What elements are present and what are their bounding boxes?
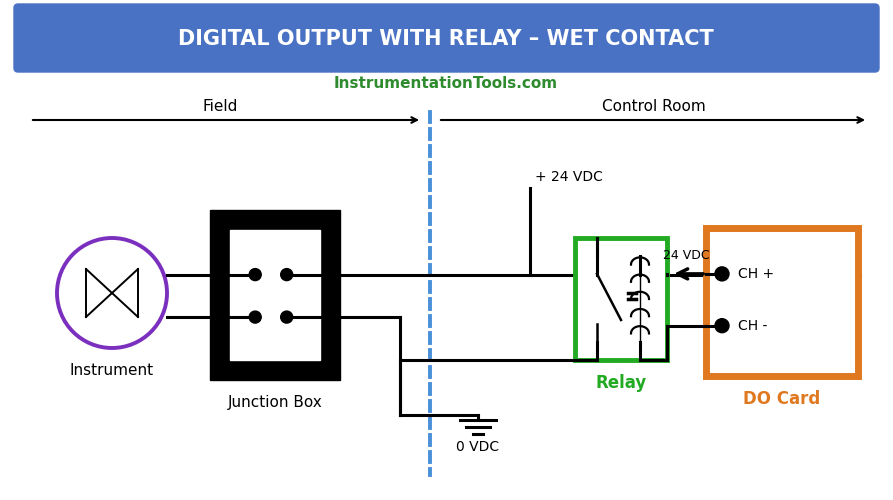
Text: Junction Box: Junction Box <box>228 395 322 410</box>
Circle shape <box>280 268 293 280</box>
Text: Field: Field <box>203 99 238 114</box>
Text: 24 VDC: 24 VDC <box>663 249 710 262</box>
Circle shape <box>715 267 729 281</box>
Text: DO Card: DO Card <box>743 390 821 408</box>
Circle shape <box>715 318 729 332</box>
Text: InstrumentationTools.com: InstrumentationTools.com <box>334 76 558 92</box>
Bar <box>230 230 320 360</box>
Text: + 24 VDC: + 24 VDC <box>535 170 603 184</box>
Text: 0 VDC: 0 VDC <box>456 440 499 454</box>
Text: Instrument: Instrument <box>70 363 154 378</box>
Bar <box>575 238 667 360</box>
Circle shape <box>280 311 293 323</box>
Circle shape <box>249 268 261 280</box>
Text: CH +: CH + <box>738 267 774 281</box>
Text: DIGITAL OUTPUT WITH RELAY – WET CONTACT: DIGITAL OUTPUT WITH RELAY – WET CONTACT <box>178 29 714 49</box>
Text: CH -: CH - <box>738 318 767 332</box>
Circle shape <box>249 311 261 323</box>
FancyBboxPatch shape <box>14 4 879 72</box>
Bar <box>210 210 340 380</box>
Text: Relay: Relay <box>596 374 647 392</box>
Text: Control Room: Control Room <box>602 99 705 114</box>
Bar <box>706 228 858 376</box>
